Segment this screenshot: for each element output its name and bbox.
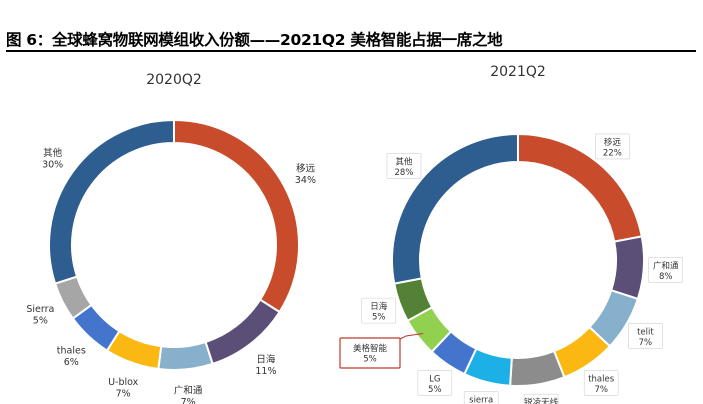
chart-2-slice-2 (609, 235, 645, 301)
chart-2-value-9: 5% (372, 313, 386, 323)
chart-1-value-1: 34% (295, 175, 316, 186)
chart-2-slice-5 (509, 349, 566, 387)
chart-1-slice-1 (173, 118, 300, 314)
chart-1-value-4: 7% (116, 389, 131, 400)
chart-2-callout-2 (648, 256, 684, 283)
chart-2-label-6: sierra6% (463, 391, 499, 404)
chart-2-value-4: 7% (594, 385, 608, 395)
chart-1-value-3: 7% (181, 397, 196, 404)
chart-2-callout-5 (523, 393, 559, 404)
chart-2-callout-10 (386, 153, 422, 179)
chart-1-slice-7 (48, 118, 175, 285)
figure-title: 图 6：全球蜂窝物联网模组收入份额——2021Q2 美格智能占据一席之地 (6, 31, 503, 49)
chart-1-slice-3 (157, 340, 214, 371)
chart-2-category-3: telit (637, 327, 654, 337)
chart-1-category-5: thales (57, 345, 86, 356)
chart-1-value-6: 5% (33, 316, 48, 327)
chart-2-category-6: sierra (469, 395, 493, 404)
chart-1-category-6: Sierra (26, 304, 54, 315)
chart-2-category-2: 广和通 (653, 260, 679, 271)
chart-2-category-4: thales (588, 374, 615, 384)
chart-2-value-7: 5% (428, 385, 442, 395)
chart-2-label-5: 锐凌无线7% (523, 393, 559, 404)
chart-2-category-8: 美格智能 (353, 343, 388, 354)
chart-1-category-2: 日海 (256, 354, 276, 366)
chart-1-value-2: 11% (255, 366, 276, 377)
chart-1-category-1: 移远 (296, 163, 316, 175)
chart-2-category-7: LG (429, 374, 440, 384)
chart-2-category-1: 移远 (604, 137, 622, 148)
chart-2-label-9: 日海5% (361, 297, 397, 324)
chart-2-title: 2021Q2 (490, 64, 546, 80)
chart-2-value-1: 22% (603, 148, 622, 158)
chart-1-value-5: 6% (64, 357, 79, 368)
chart-2-category-5: 锐凌无线 (524, 397, 559, 404)
chart-1-value-7: 30% (42, 159, 63, 170)
chart-2-callout-1 (595, 133, 630, 160)
chart-2: 2021Q2移远22%广和通8%telit7%thales7%锐凌无线7%sie… (339, 64, 684, 404)
chart-2-value-10: 28% (395, 168, 414, 178)
chart-2-callout-4 (583, 370, 619, 396)
chart-2-category-10: 其他 (395, 157, 413, 168)
chart-1-category-3: 广和通 (174, 384, 203, 396)
chart-2-callout-7 (417, 370, 453, 396)
chart-1-category-7: 其他 (43, 147, 63, 159)
chart-1-category-4: U-blox (108, 377, 139, 388)
chart-1: 2020Q2移远34%日海11%广和通7%U-blox7%thales6%Sie… (26, 72, 316, 404)
chart-2-value-8: 5% (363, 355, 377, 365)
chart-2-slice-10 (391, 132, 519, 285)
figure-header: 图 6：全球蜂窝物联网模组收入份额——2021Q2 美格智能占据一席之地 (6, 4, 696, 52)
chart-2-value-3: 7% (639, 338, 653, 348)
chart-1-title: 2020Q2 (146, 72, 202, 88)
chart-2-value-2: 8% (659, 272, 673, 282)
chart-2-callout-9 (361, 297, 397, 324)
chart-2-label-7: LG5% (417, 370, 453, 396)
title-rule (6, 50, 696, 52)
chart-2-callout-3 (628, 323, 663, 349)
chart-2-callout-8 (339, 337, 401, 369)
chart-2-category-9: 日海 (370, 301, 388, 312)
